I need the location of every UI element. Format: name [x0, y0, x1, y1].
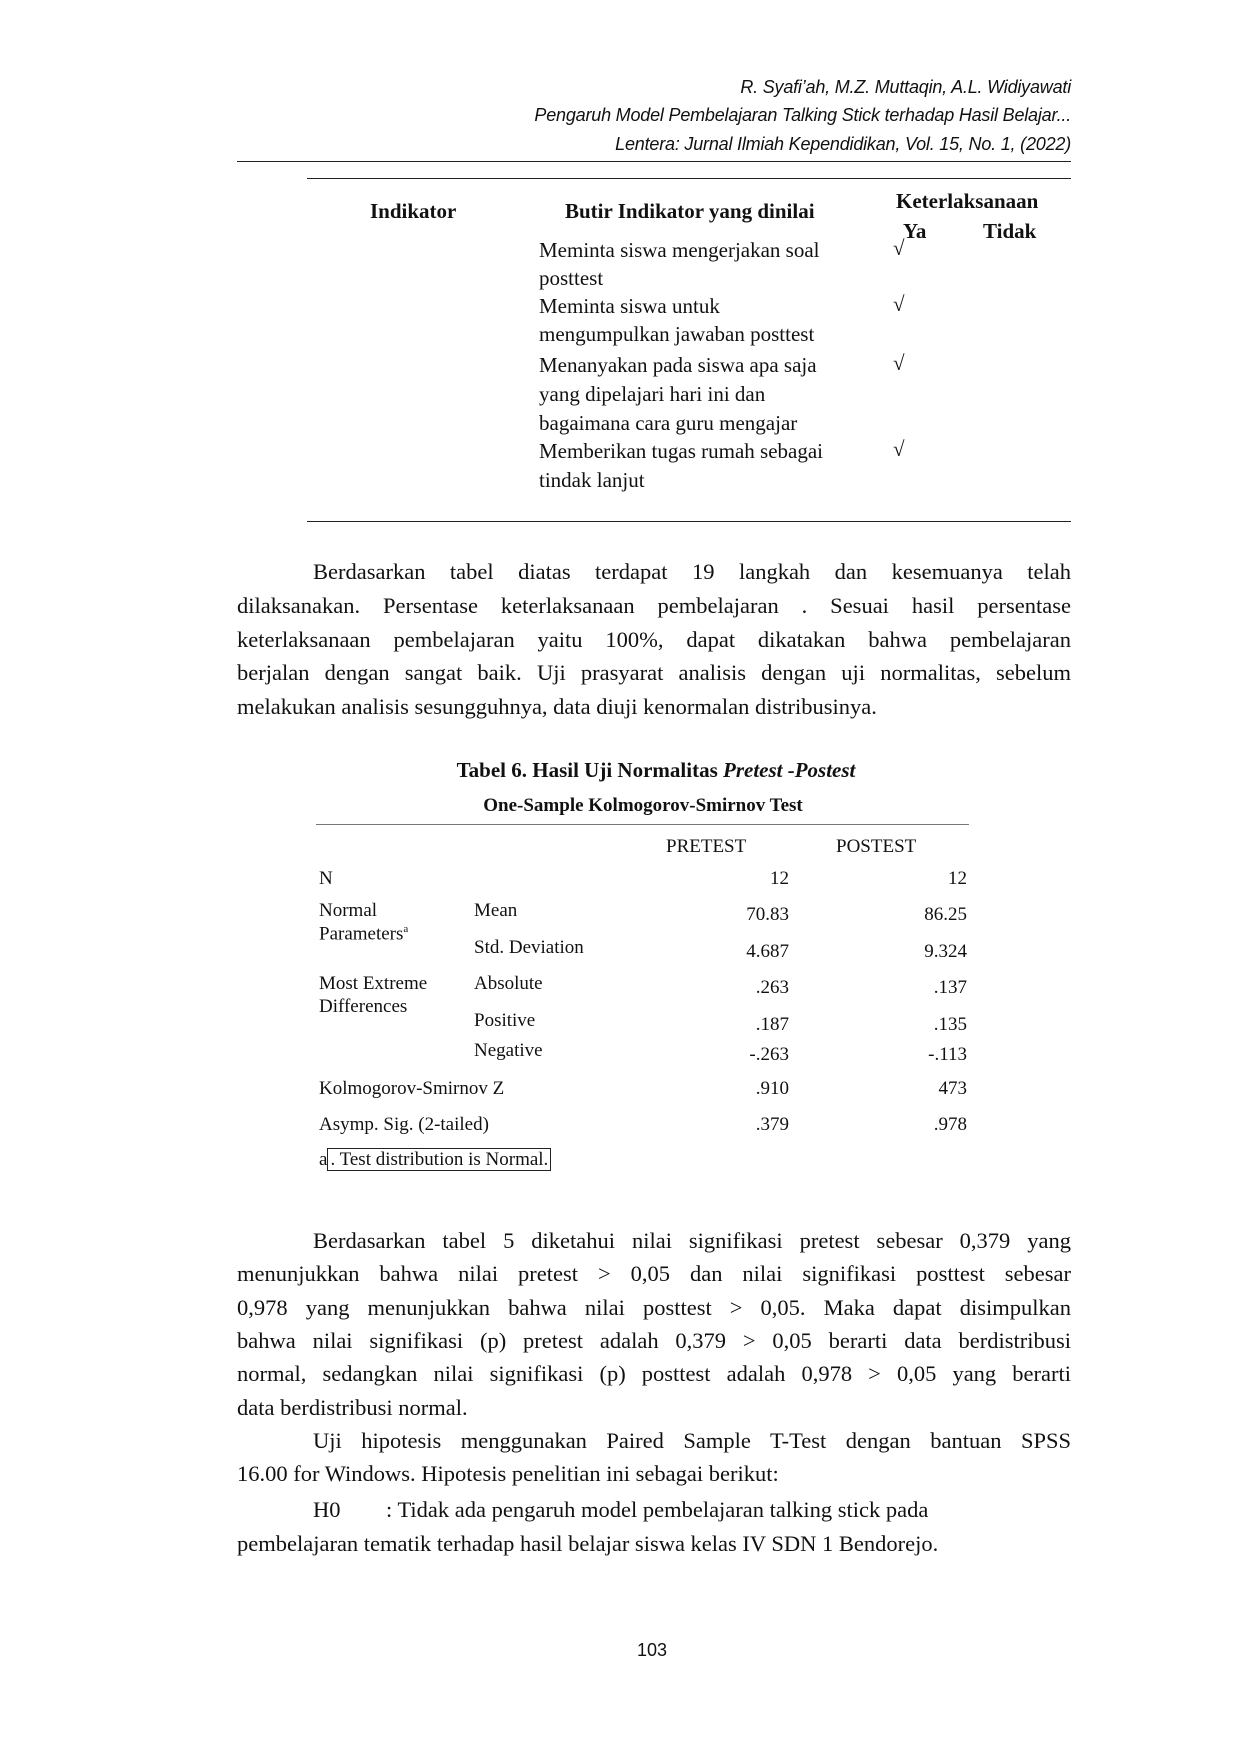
ks-top-rule	[316, 824, 969, 825]
h0-line1: : Tidak ada pengaruh model pembelajaran …	[386, 1497, 929, 1522]
note-prefix: a	[319, 1149, 328, 1170]
pretest-value: 12	[770, 868, 789, 889]
pretest-value: 4.687	[746, 941, 789, 962]
row-sublabel: Negative	[474, 1040, 543, 1061]
paragraph-line: melakukan analisis sesungguhnya, data di…	[237, 694, 877, 720]
posttest-value: 12	[948, 868, 967, 889]
table-note: a. Test distribution is Normal.	[319, 1148, 552, 1171]
row-sublabel: Mean	[474, 900, 518, 921]
posttest-value: 86.25	[924, 904, 967, 925]
row-text-line: tindak lanjut	[539, 468, 645, 492]
row-text-line: Memberikan tugas rumah sebagai	[539, 439, 823, 463]
pretest-value: .379	[755, 1114, 789, 1135]
row-sublabel: Std. Deviation	[474, 937, 584, 958]
pretest-value: .910	[755, 1078, 789, 1099]
paragraph-line: Berdasarkan tabel 5 diketahui nilai sign…	[313, 1228, 1071, 1253]
paragraph-line: keterlaksanaan pembelajaran yaitu 100%, …	[237, 626, 1071, 652]
table-top-rule	[307, 178, 1071, 179]
header-title: Pengaruh Model Pembelajaran Talking Stic…	[534, 105, 1071, 125]
posttest-value: .135	[933, 1014, 967, 1035]
table-bottom-rule	[307, 521, 1071, 522]
pretest-value: .187	[755, 1014, 789, 1035]
paragraph-line: 16.00 for Windows. Hipotesis penelitian …	[237, 1461, 779, 1487]
pretest-value: .263	[755, 977, 789, 998]
col-ya: Ya	[903, 219, 927, 243]
note-text: . Test distribution is Normal.	[327, 1148, 552, 1171]
caption-text: Tabel 6. Hasil Uji Normalitas	[456, 758, 723, 782]
col-tidak: Tidak	[983, 219, 1037, 243]
ya-check-mark: √	[893, 351, 905, 375]
pretest-value: 70.83	[746, 904, 789, 925]
row-text-line: Menanyakan pada siswa apa saja	[539, 353, 817, 377]
ya-check-mark: √	[893, 437, 905, 461]
paragraph-line: menunjukkan bahwa nilai pretest > 0,05 d…	[237, 1261, 1071, 1287]
row-label: Most Extreme	[319, 973, 428, 994]
row-text-line: posttest	[539, 266, 604, 290]
row-text-line: Meminta siswa untuk	[539, 294, 720, 318]
row-sublabel: Absolute	[474, 973, 543, 994]
row-text-line: bagaimana cara guru mengajar	[539, 411, 798, 435]
posttest-value: .137	[933, 977, 967, 998]
header-authors: R. Syafi’ah, M.Z. Muttaqin, A.L. Widiyaw…	[740, 77, 1071, 97]
col-butir: Butir Indikator yang dinilai	[565, 199, 815, 223]
col-pretest: PRETEST	[666, 836, 747, 857]
row-label: N	[319, 868, 333, 889]
row-text-line: mengumpulkan jawaban posttest	[539, 322, 815, 346]
label-text: Parameters	[319, 923, 404, 945]
paragraph-line: data berdistribusi normal.	[237, 1394, 468, 1420]
paragraph-line: berjalan dengan sangat baik. Uji prasyar…	[237, 660, 1071, 686]
label-text: Differences	[319, 996, 408, 1017]
col-keterlaksanaan: Keterlaksanaan	[896, 189, 1039, 213]
posttest-value: 473	[938, 1078, 968, 1099]
ya-check-mark: √	[893, 292, 905, 316]
header-rule	[237, 161, 1071, 162]
row-text-line: yang dipelajari hari ini dan	[539, 382, 766, 406]
paragraph-line: dilaksanakan. Persentase keterlaksanaan …	[237, 592, 1071, 618]
paragraph-line: normal, sedangkan nilai signifikasi (p) …	[237, 1361, 1071, 1387]
h0-line2: pembelajaran tematik terhadap hasil bela…	[237, 1531, 939, 1556]
posttest-value: 9.324	[924, 941, 967, 962]
page-number: 103	[637, 1640, 668, 1660]
row-label: Normal	[319, 900, 378, 921]
row-sublabel: Positive	[474, 1010, 536, 1031]
paragraph-line: Berdasarkan tabel diatas terdapat 19 lan…	[313, 559, 1071, 584]
row-label-2: Differences	[319, 996, 407, 1018]
row-label: Kolmogorov-Smirnov Z	[319, 1078, 505, 1099]
posttest-value: .978	[933, 1114, 967, 1135]
table-caption: Tabel 6. Hasil Uji Normalitas Pretest -P…	[0, 758, 1240, 783]
posttest-value: -.113	[928, 1044, 967, 1065]
col-posttest: POSTEST	[836, 836, 917, 857]
row-label-2: Parametersa	[319, 923, 408, 945]
ya-check-mark: √	[893, 236, 905, 260]
paragraph-line: Uji hipotesis menggunakan Paired Sample …	[313, 1428, 1071, 1453]
pretest-value: -.263	[749, 1044, 789, 1065]
col-indikator: Indikator	[370, 199, 457, 223]
row-label: Asymp. Sig. (2-tailed)	[319, 1114, 489, 1135]
paragraph-line: bahwa nilai signifikasi (p) pretest adal…	[237, 1327, 1071, 1353]
row-text-line: Meminta siswa mengerjakan soal	[539, 238, 820, 262]
h0-label: H0	[313, 1497, 341, 1522]
header-journal: Lentera: Jurnal Ilmiah Kependidikan, Vol…	[615, 134, 1071, 154]
caption-italic: Pretest -Postest	[723, 758, 856, 782]
footnote-marker: a	[403, 923, 409, 935]
table-subtitle: One-Sample Kolmogorov-Smirnov Test	[483, 795, 803, 816]
paragraph-line: 0,978 yang menunjukkan bahwa nilai postt…	[237, 1294, 1071, 1320]
